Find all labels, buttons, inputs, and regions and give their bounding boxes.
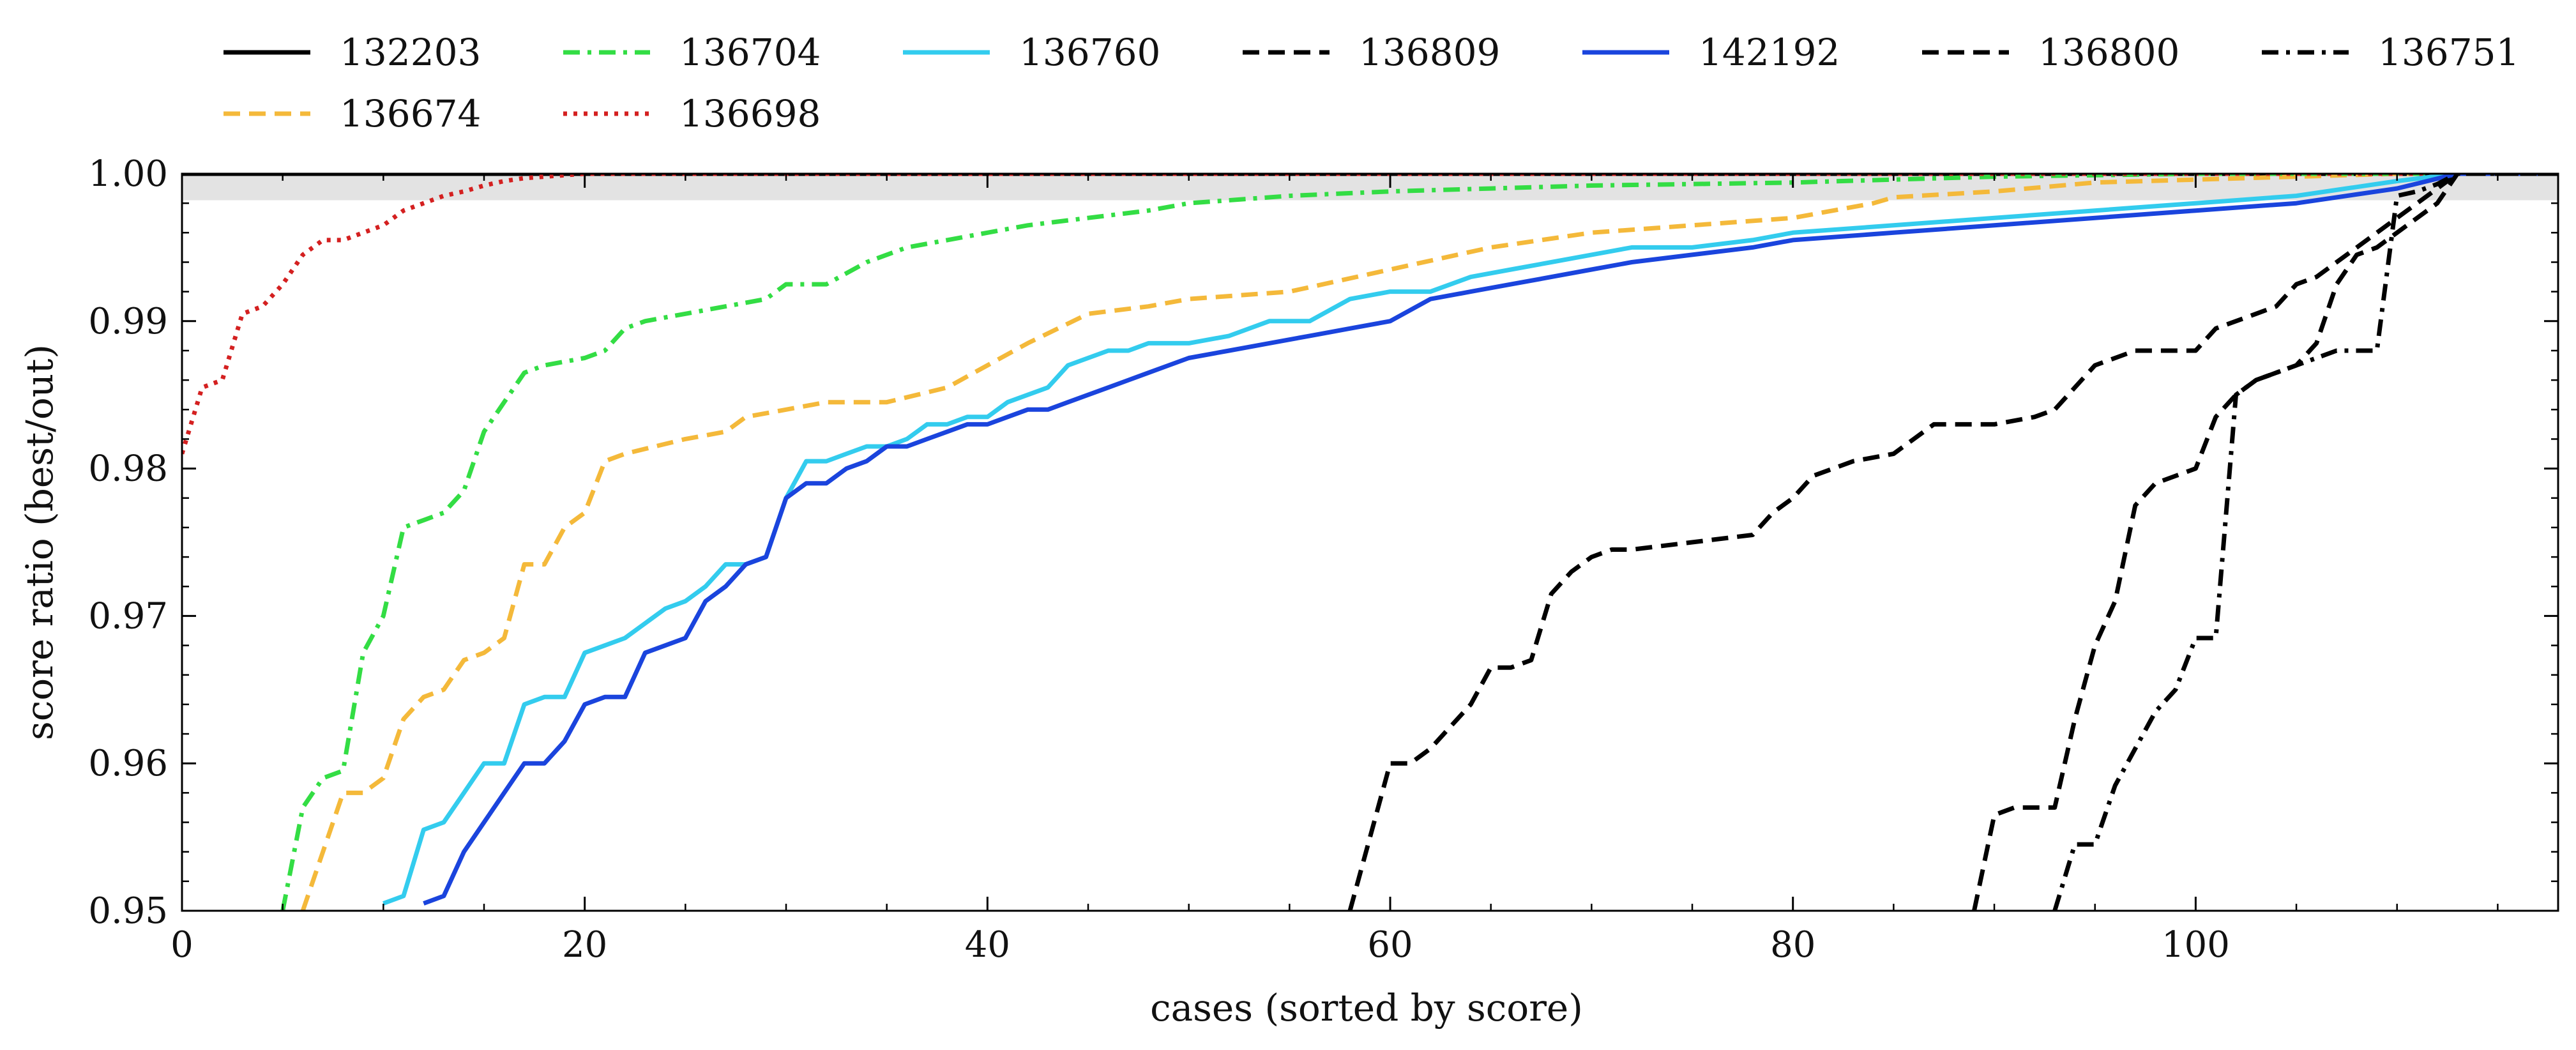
series-line-136760	[383, 174, 2558, 906]
legend-item-136704: 136704	[563, 31, 821, 74]
series-line-142192	[423, 174, 2558, 906]
legend-item-132203: 132203	[224, 31, 481, 74]
series-line-136751	[2052, 174, 2558, 911]
plot-frame	[181, 172, 2559, 912]
y-tick-label: 0.95	[88, 890, 168, 932]
y-tick-label: 0.98	[88, 448, 168, 490]
y-axis-label: score ratio (best/out)	[18, 344, 61, 740]
legend: 132203 136704 136760 136809 142192 136800 1367…	[224, 31, 2519, 135]
legend-label: 136698	[679, 92, 821, 135]
legend-item-136800: 136800	[1922, 31, 2179, 74]
y-tick-label: 0.99	[88, 301, 168, 342]
x-axis-label: cases (sorted by score)	[1150, 986, 1583, 1030]
legend-item-136809: 136809	[1243, 31, 1500, 74]
x-tick-label: 0	[170, 924, 193, 966]
y-tick-label: 1.00	[88, 153, 168, 195]
series-layer	[182, 174, 2558, 911]
near-best-shaded-band	[182, 174, 2558, 201]
series-line-136674	[300, 174, 2558, 911]
series-line-136698	[182, 174, 2558, 455]
legend-label: 132203	[340, 31, 481, 74]
x-tick-label: 20	[562, 924, 607, 966]
legend-item-136674: 136674	[224, 92, 481, 135]
legend-label: 136809	[1359, 31, 1500, 74]
legend-item-136698: 136698	[563, 92, 821, 135]
x-tick-label: 60	[1367, 924, 1413, 966]
series-line-136800	[1972, 174, 2558, 911]
legend-label: 136674	[340, 92, 481, 135]
x-axis-ticks: 0 20 40 60 80 100	[170, 174, 2499, 966]
legend-label: 142192	[1699, 31, 1840, 74]
x-tick-label: 80	[1770, 924, 1815, 966]
legend-label: 136760	[1019, 31, 1160, 74]
x-tick-label: 100	[2162, 924, 2230, 966]
series-line-136704	[280, 174, 2558, 911]
y-tick-label: 0.97	[88, 595, 168, 637]
y-tick-label: 0.96	[88, 743, 168, 784]
legend-item-136760: 136760	[903, 31, 1160, 74]
legend-item-142192: 142192	[1582, 31, 1840, 74]
y-axis-ticks: 0.95 0.96 0.97 0.98 0.99 1.00	[88, 153, 2558, 932]
legend-label: 136751	[2378, 31, 2519, 74]
legend-label: 136800	[2038, 31, 2179, 74]
legend-item-136751: 136751	[2262, 31, 2519, 74]
series-line-136809	[1347, 174, 2558, 911]
legend-label: 136704	[679, 31, 821, 74]
x-tick-label: 40	[965, 924, 1010, 966]
